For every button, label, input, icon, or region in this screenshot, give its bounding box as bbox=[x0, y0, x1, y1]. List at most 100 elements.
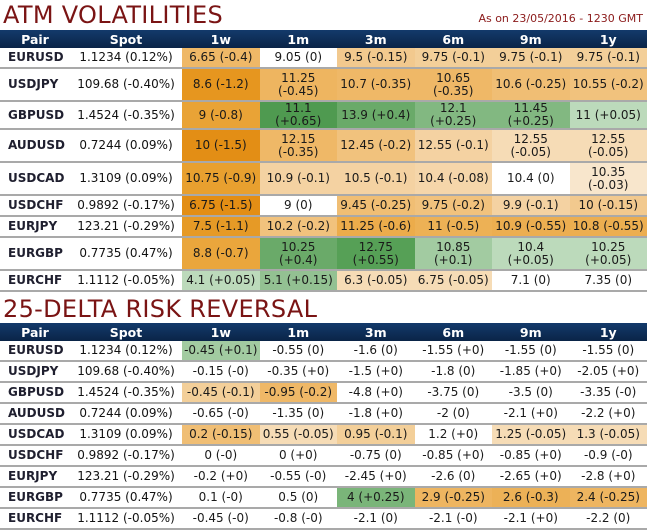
value-cell-1y: 9.75 (-0.1) bbox=[570, 48, 647, 68]
value-cell-9m: 10.6 (-0.25) bbox=[492, 68, 570, 101]
column-header-6m: 6m bbox=[415, 323, 493, 341]
value-cell-1m: 10.2 (-0.2) bbox=[260, 216, 338, 237]
spot-cell: 1.1112 (-0.05%) bbox=[70, 270, 182, 291]
value-cell-1m: -0.35 (+0) bbox=[260, 361, 338, 382]
value-cell-1m: 12.15(-0.35) bbox=[260, 129, 338, 162]
value-cell-6m: 12.55 (-0.1) bbox=[415, 129, 493, 162]
value-cell-6m: 10.65(-0.35) bbox=[415, 68, 493, 101]
value-cell-9m: 10.4 (+0.05) bbox=[492, 237, 570, 270]
value-cell-1w: -0.45 (-0.1) bbox=[182, 382, 260, 403]
value-cell-3m: -1.5 (+0) bbox=[337, 361, 415, 382]
value-cell-1y: 1.3 (-0.05) bbox=[570, 424, 647, 445]
value-cell-9m: -1.55 (0) bbox=[492, 341, 570, 361]
column-header-1y: 1y bbox=[570, 30, 647, 48]
spot-cell: 1.4524 (-0.35%) bbox=[70, 382, 182, 403]
value-cell-1m: 9.05 (0) bbox=[260, 48, 338, 68]
value-cell-3m: 12.75(+0.55) bbox=[337, 237, 415, 270]
value-cell-6m: 10.85 (+0.1) bbox=[415, 237, 493, 270]
spot-cell: 109.68 (-0.40%) bbox=[70, 361, 182, 382]
value-cell-3m: 6.3 (-0.05) bbox=[337, 270, 415, 291]
spot-cell: 1.4524 (-0.35%) bbox=[70, 101, 182, 129]
value-cell-3m: 10.5 (-0.1) bbox=[337, 162, 415, 195]
column-header-pair: Pair bbox=[0, 323, 70, 341]
value-cell-9m: -2.1 (+0) bbox=[492, 508, 570, 529]
value-cell-1w: 10.75 (-0.9) bbox=[182, 162, 260, 195]
pair-cell: GBPUSD bbox=[0, 382, 70, 403]
value-cell-3m: -1.8 (+0) bbox=[337, 403, 415, 424]
value-cell-1y: 10.35(-0.03) bbox=[570, 162, 647, 195]
pair-cell: USDCHF bbox=[0, 195, 70, 216]
pair-cell: USDJPY bbox=[0, 361, 70, 382]
as-of-timestamp: As on 23/05/2016 - 1230 GMT bbox=[478, 12, 643, 25]
value-cell-9m: -2.65 (+0) bbox=[492, 466, 570, 487]
value-cell-6m: 2.9 (-0.25) bbox=[415, 487, 493, 508]
value-cell-1w: -0.65 (-0) bbox=[182, 403, 260, 424]
value-cell-3m: 4 (+0.25) bbox=[337, 487, 415, 508]
value-cell-9m: 1.25 (-0.05) bbox=[492, 424, 570, 445]
value-cell-1w: 6.75 (-1.5) bbox=[182, 195, 260, 216]
value-cell-9m: -1.85 (+0) bbox=[492, 361, 570, 382]
value-cell-1w: 7.5 (-1.1) bbox=[182, 216, 260, 237]
value-cell-1m: -0.95 (-0.2) bbox=[260, 382, 338, 403]
value-cell-1y: -2.2 (+0) bbox=[570, 403, 647, 424]
spot-cell: 123.21 (-0.29%) bbox=[70, 466, 182, 487]
value-cell-9m: -2.1 (+0) bbox=[492, 403, 570, 424]
value-cell-6m: -1.55 (+0) bbox=[415, 341, 493, 361]
pair-cell: USDCHF bbox=[0, 445, 70, 466]
value-cell-1y: -2.8 (+0) bbox=[570, 466, 647, 487]
pair-cell: EURJPY bbox=[0, 466, 70, 487]
spot-cell: 1.3109 (0.09%) bbox=[70, 424, 182, 445]
column-header-3m: 3m bbox=[337, 30, 415, 48]
value-cell-9m: -0.85 (+0) bbox=[492, 445, 570, 466]
value-cell-3m: -2.1 (0) bbox=[337, 508, 415, 529]
value-cell-1w: -0.45 (-0) bbox=[182, 508, 260, 529]
value-cell-1w: -0.15 (-0) bbox=[182, 361, 260, 382]
value-cell-1w: 9 (-0.8) bbox=[182, 101, 260, 129]
value-cell-3m: 9.45 (-0.25) bbox=[337, 195, 415, 216]
column-header-1w: 1w bbox=[182, 323, 260, 341]
value-cell-3m: 11.25 (-0.6) bbox=[337, 216, 415, 237]
pair-cell: EURCHF bbox=[0, 270, 70, 291]
value-cell-1y: 2.4 (-0.25) bbox=[570, 487, 647, 508]
value-cell-1y: 10.8 (-0.55) bbox=[570, 216, 647, 237]
pair-cell: EURGBP bbox=[0, 237, 70, 270]
column-header-1m: 1m bbox=[260, 323, 338, 341]
value-cell-1w: 8.6 (-1.2) bbox=[182, 68, 260, 101]
value-cell-6m: -2 (0) bbox=[415, 403, 493, 424]
column-header-1m: 1m bbox=[260, 30, 338, 48]
value-cell-1y: -0.9 (-0) bbox=[570, 445, 647, 466]
value-cell-9m: 12.55(-0.05) bbox=[492, 129, 570, 162]
value-cell-1y: -1.55 (0) bbox=[570, 341, 647, 361]
value-cell-1y: -3.35 (-0) bbox=[570, 382, 647, 403]
spot-cell: 1.3109 (0.09%) bbox=[70, 162, 182, 195]
value-cell-6m: -2.6 (0) bbox=[415, 466, 493, 487]
spot-cell: 0.7735 (0.47%) bbox=[70, 237, 182, 270]
spot-cell: 1.1112 (-0.05%) bbox=[70, 508, 182, 529]
value-cell-1m: 11.1 (+0.65) bbox=[260, 101, 338, 129]
value-cell-1w: 0.1 (-0) bbox=[182, 487, 260, 508]
risk-reversal-title: 25-DELTA RISK REVERSAL bbox=[3, 296, 317, 322]
value-cell-1w: 10 (-1.5) bbox=[182, 129, 260, 162]
value-cell-1w: -0.45 (+0.1) bbox=[182, 341, 260, 361]
value-cell-9m: 10.4 (0) bbox=[492, 162, 570, 195]
value-cell-1y: 10 (-0.15) bbox=[570, 195, 647, 216]
value-cell-6m: 9.75 (-0.2) bbox=[415, 195, 493, 216]
pair-cell: AUDUSD bbox=[0, 403, 70, 424]
value-cell-1m: 0 (+0) bbox=[260, 445, 338, 466]
value-cell-1w: 6.65 (-0.4) bbox=[182, 48, 260, 68]
value-cell-1m: -0.8 (-0) bbox=[260, 508, 338, 529]
value-cell-6m: -0.85 (+0) bbox=[415, 445, 493, 466]
